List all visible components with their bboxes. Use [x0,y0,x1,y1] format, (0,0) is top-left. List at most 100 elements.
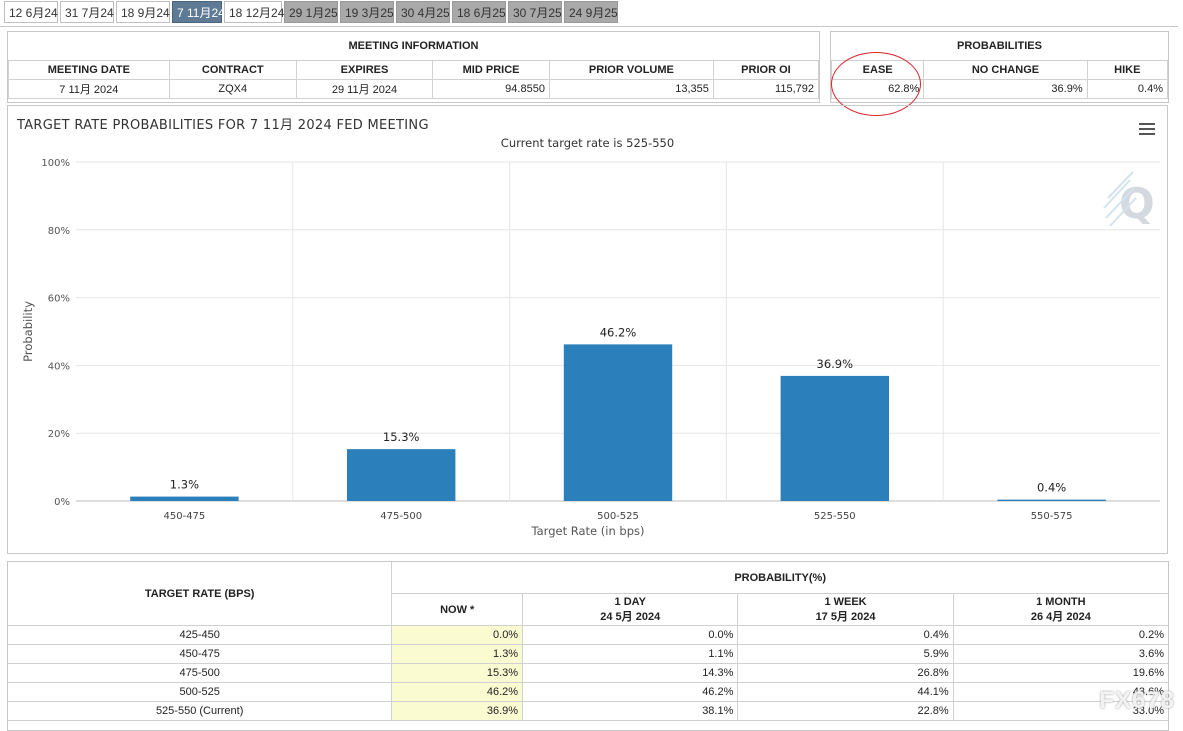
column-header-line1: 1 DAY [614,595,646,608]
target-rate-cell: 450-475 [8,644,393,664]
probability-table-panel: TARGET RATE (BPS) PROBABILITY(%) NOW * 1 DA… [7,561,1169,731]
q-logo-icon: Q [1103,171,1155,228]
probabilities-value: 0.4% [1086,79,1169,99]
meeting-info-value: 115,792 [712,79,820,99]
tab-9[interactable]: 18 6月25 [452,1,506,23]
probability-cell-now: 1.3% [391,644,524,664]
probability-cell-now: 15.3% [391,663,524,683]
probability-cell-week: 26.8% [737,663,954,683]
tab-4[interactable]: 7 11月24 [172,1,225,23]
tab-2[interactable]: 31 7月24 [60,1,114,23]
tab-10[interactable]: 30 7月25 [508,1,562,23]
bar-450-475 [130,496,239,501]
tab-6[interactable]: 29 1月25 [284,1,338,23]
y-tick-label: 40% [48,361,70,372]
probability-cell-day: 46.2% [522,682,739,702]
bar-data-label: 36.9% [817,357,854,371]
x-tick-label: 500-525 [597,511,639,522]
bar-550-575 [997,499,1106,501]
table-row: 500-525 46.2% 46.2% 44.1% 43.6% [8,682,1168,702]
probability-cell-week: 0.4% [737,625,954,645]
probability-cell-day: 1.1% [522,644,739,664]
probability-cell-now: 36.9% [391,701,524,721]
tab-5[interactable]: 18 12月24 [224,1,284,23]
ease-highlight-circle [831,52,921,116]
tab-1[interactable]: 12 6月24 [4,1,58,23]
probabilities-header: NO CHANGE [923,60,1088,80]
y-tick-label: 100% [41,158,70,169]
probability-cell-day: 38.1% [522,701,739,721]
probabilities-header: HIKE [1086,60,1169,80]
bar-475-500 [347,449,456,501]
probability-column-header: 1 MONTH 26 4月 2024 [952,593,1168,626]
x-tick-label: 450-475 [164,511,206,522]
probability-cell-month: 19.6% [952,663,1168,683]
target-rate-header: TARGET RATE (BPS) [8,562,393,626]
probability-cell-now: 0.0% [391,625,524,645]
meeting-date-tabs: 12 6月24 31 7月24 18 9月24 7 11月24 18 12月24 29 1… [0,0,1178,27]
chart-svg: Q 0% 20% 40% 60% 80% 100% 1.3% 450-475 15.3% 475-… [21,158,1160,538]
column-header-line2: 24 5月 2024 [600,610,661,623]
svg-text:Q: Q [1119,179,1155,228]
target-rate-chart: TARGET RATE PROBABILITIES FOR 7 11月 2024… [7,105,1168,554]
probability-column-header: 1 DAY 24 5月 2024 [522,593,739,626]
y-tick-label: 0% [54,497,70,508]
meeting-info-header: PRIOR OI [712,60,820,80]
table-row: 425-450 0.0% 0.0% 0.4% 0.2% [8,625,1168,645]
x-axis-label: Target Rate (in bps) [531,524,645,538]
x-tick-label: 525-550 [814,511,856,522]
meeting-info-header: PRIOR VOLUME [548,60,714,80]
meeting-info-value: 29 11月 2024 [295,79,434,99]
y-tick-label: 60% [48,294,70,305]
probabilities-value: 36.9% [923,79,1088,99]
bar-data-label: 0.4% [1037,481,1066,495]
meeting-info-title: MEETING INFORMATION [8,32,819,61]
probability-cell-day: 0.0% [522,625,739,645]
probability-column-header: 1 WEEK 17 5月 2024 [737,593,954,626]
target-rate-cell: 475-500 [8,663,393,683]
meeting-info-value: ZQX4 [168,79,297,99]
meeting-information-panel: MEETING INFORMATION MEETING DATE CONTRACT… [7,31,820,103]
y-tick-label: 20% [48,429,70,440]
chart-title: TARGET RATE PROBABILITIES FOR 7 11月 2024… [17,118,429,133]
column-header-line1: 1 MONTH [1036,595,1086,608]
column-header-line2: 26 4月 2024 [1030,610,1091,623]
column-header-line1: NOW * [440,603,475,616]
probability-column-header: NOW * [391,593,524,626]
table-row: 475-500 15.3% 14.3% 26.8% 19.6% [8,663,1168,683]
x-tick-label: 475-500 [380,511,422,522]
bar-data-label: 46.2% [600,325,637,339]
tab-7[interactable]: 19 3月25 [340,1,394,23]
column-header-line1: 1 WEEK [824,595,867,608]
y-axis-label: Probability [21,301,35,362]
tab-8[interactable]: 30 4月25 [396,1,450,23]
target-rate-cell: 500-525 [8,682,393,702]
probability-cell-month: 3.6% [952,644,1168,664]
table-row: 525-550 (Current) 36.9% 38.1% 22.8% 33.0% [8,701,1168,721]
chart-menu-icon[interactable] [1139,123,1155,135]
meeting-info-header: EXPIRES [295,60,434,80]
meeting-info-header: MID PRICE [432,60,550,80]
bar-500-525 [563,344,673,501]
probability-cell-week: 22.8% [737,701,954,721]
tab-11[interactable]: 24 9月25 [564,1,618,23]
table-row: 450-475 1.3% 1.1% 5.9% 3.6% [8,644,1168,664]
x-tick-label: 550-575 [1031,511,1073,522]
y-tick-label: 80% [48,226,70,237]
probability-cell-now: 46.2% [391,682,524,702]
meeting-info-value: 7 11月 2024 [8,79,170,99]
chart-subtitle: Current target rate is 525-550 [500,136,675,150]
watermark: FX678 [1099,687,1175,714]
meeting-info-value: 13,355 [548,79,714,99]
bar-data-label: 15.3% [383,430,420,444]
probability-cell-day: 14.3% [522,663,739,683]
bar-data-label: 1.3% [170,478,199,492]
tab-3[interactable]: 18 9月24 [116,1,170,23]
probability-cell-month: 0.2% [952,625,1168,645]
meeting-info-value: 94.8550 [432,79,550,99]
probability-cell-week: 5.9% [737,644,954,664]
bar-525-550 [780,375,889,501]
probability-cell-month: 33.0% [952,701,1168,721]
probability-group-header: PROBABILITY(%) [391,562,1168,594]
target-rate-cell: 525-550 (Current) [8,701,393,721]
